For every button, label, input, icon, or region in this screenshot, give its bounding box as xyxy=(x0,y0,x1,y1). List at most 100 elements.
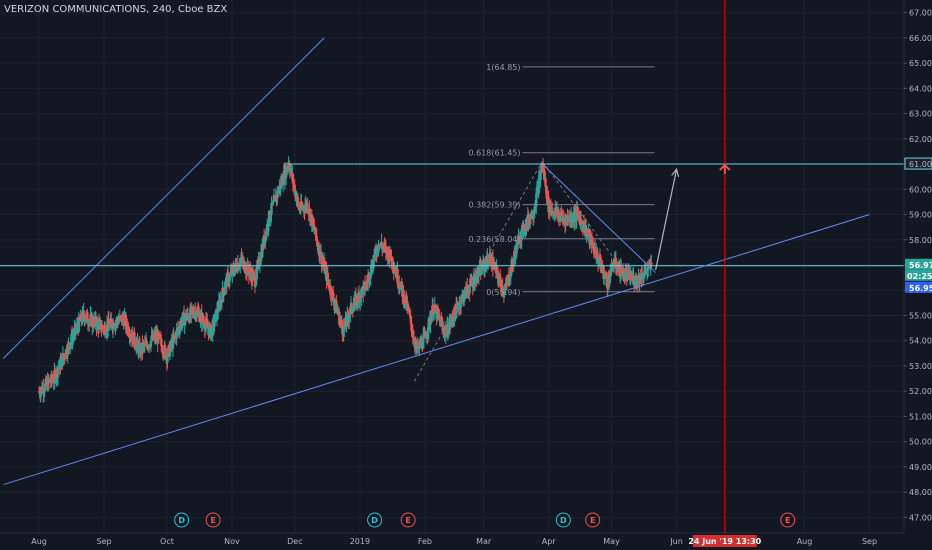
candle-body xyxy=(72,336,75,338)
candle-body xyxy=(235,265,238,271)
candle-body xyxy=(545,186,548,199)
candle-body xyxy=(381,247,384,250)
candle-body xyxy=(540,163,544,173)
candle-body xyxy=(104,334,107,336)
candle-body xyxy=(544,178,547,187)
candle-body xyxy=(292,184,296,186)
candle-body xyxy=(522,233,526,235)
time-tick-label: Apr xyxy=(542,537,557,546)
time-axis[interactable]: Aug Sep Oct Nov Dec 2019 Feb Mar Apr May Jun Aug Sep… xyxy=(0,532,932,550)
candle-body xyxy=(449,322,452,327)
candle-body xyxy=(382,244,386,248)
candle-body xyxy=(631,276,634,280)
candle-body xyxy=(477,273,481,277)
candle-body xyxy=(600,265,603,268)
price-tick-label: 66.00 xyxy=(909,34,932,43)
candle-body xyxy=(559,217,562,222)
candle-body xyxy=(251,273,255,281)
candle-body xyxy=(520,228,523,241)
candle-body xyxy=(121,315,125,319)
candle-body xyxy=(215,308,219,321)
candle-body xyxy=(573,213,577,222)
candle-body xyxy=(577,211,580,216)
candle-body xyxy=(634,276,638,284)
candle-body xyxy=(617,267,620,269)
candle-body xyxy=(535,188,539,194)
candle-body xyxy=(383,244,386,246)
candle-body xyxy=(286,166,289,170)
candle-body xyxy=(335,300,338,314)
candle-body xyxy=(399,284,402,290)
candle-body xyxy=(362,283,366,286)
candle-body xyxy=(281,178,284,185)
candle-body xyxy=(380,241,383,246)
candle-body xyxy=(426,331,430,336)
candle-body xyxy=(82,310,85,317)
candle-body xyxy=(157,332,161,337)
candle-body xyxy=(473,284,476,287)
candle-body xyxy=(530,211,534,218)
candle-body xyxy=(615,267,618,270)
candle-body xyxy=(348,314,351,318)
candle-body xyxy=(258,258,261,266)
candle-body xyxy=(486,255,489,261)
candle-body xyxy=(427,318,430,332)
candle-body xyxy=(101,325,104,328)
candle-body xyxy=(392,268,396,272)
candle-body xyxy=(226,273,229,287)
candle-body xyxy=(39,390,43,396)
candle-body xyxy=(312,223,315,226)
candle-body xyxy=(206,322,209,328)
candle-body xyxy=(87,321,91,326)
candle-body xyxy=(190,307,193,315)
candle-body xyxy=(440,321,444,325)
candle-body xyxy=(253,275,257,287)
candle-body xyxy=(324,268,327,274)
trendline xyxy=(542,163,656,273)
event-marker-dividend: D xyxy=(174,512,190,528)
candle-body xyxy=(400,281,403,288)
candle-body xyxy=(532,217,535,219)
candle-body xyxy=(608,275,611,284)
candle-body xyxy=(333,304,337,306)
candle-body xyxy=(209,332,213,339)
candle-body xyxy=(595,249,598,259)
candle-body xyxy=(642,277,645,279)
candle-body xyxy=(431,305,435,316)
candle-body xyxy=(373,255,376,262)
horizontal-levels[interactable] xyxy=(0,163,904,267)
fibonacci-retracement[interactable]: 1(64.85) 0.618(61.45) 0.382(59.39) 0.236(58… xyxy=(413,63,655,382)
candlestick-series xyxy=(37,156,653,403)
current-price-tag-label: 56.95 xyxy=(909,284,932,293)
candle-body xyxy=(113,327,117,329)
candle-body xyxy=(195,314,199,318)
candle-body xyxy=(535,193,538,207)
candle-body xyxy=(258,264,262,266)
candle-body xyxy=(370,265,373,271)
candle-body xyxy=(650,262,653,265)
candle-body xyxy=(447,334,450,336)
candle-body xyxy=(332,292,335,300)
candle-body xyxy=(255,265,258,279)
candle-body xyxy=(454,303,458,319)
candle-body xyxy=(453,307,457,313)
event-marker-letter: E xyxy=(405,516,410,525)
candle-body xyxy=(492,265,496,269)
candle-body xyxy=(533,210,536,214)
candle-body xyxy=(385,247,389,252)
candle-body xyxy=(205,319,208,323)
candle-body xyxy=(438,317,441,320)
candle-body xyxy=(112,322,115,329)
candle-body xyxy=(284,166,288,178)
candle-body xyxy=(382,247,385,249)
price-axis[interactable]: 47.00 48.00 49.00 50.00 51.00 52.00 53.00 54.00… xyxy=(903,0,932,533)
candle-body xyxy=(231,266,235,268)
candle-body xyxy=(579,218,583,221)
candle-body xyxy=(91,317,95,325)
candle-body xyxy=(135,343,138,349)
candle-body xyxy=(190,307,194,309)
candle-body xyxy=(84,313,88,320)
candle-body xyxy=(48,380,52,383)
